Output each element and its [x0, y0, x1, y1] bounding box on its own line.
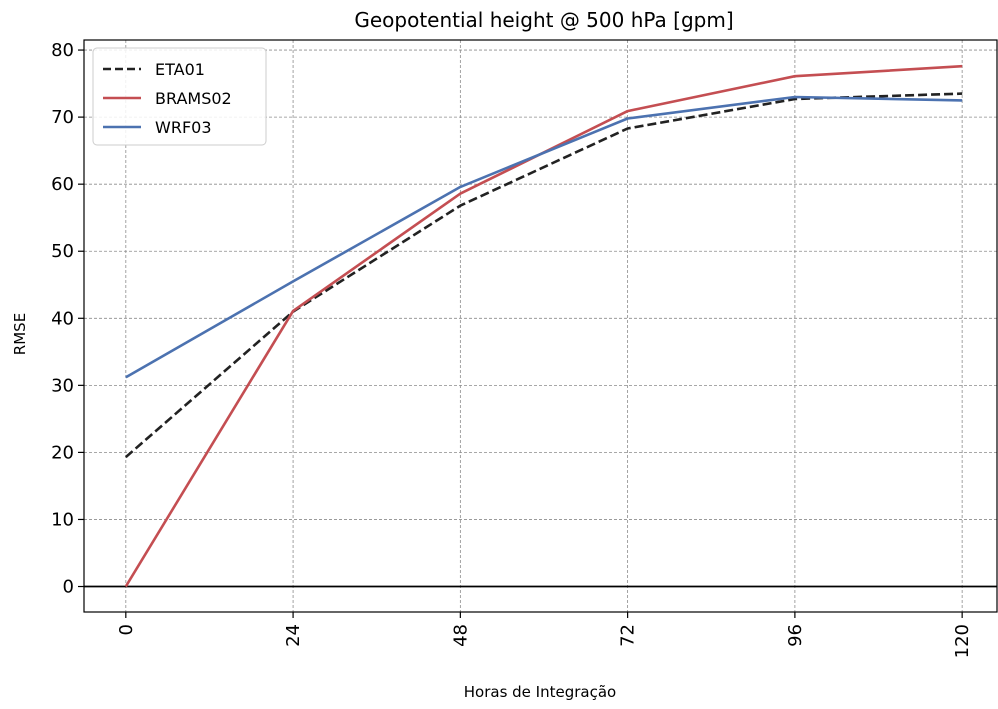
- x-tick-label: 24: [283, 624, 304, 647]
- chart-title: Geopotential height @ 500 hPa [gpm]: [354, 8, 733, 32]
- x-axis-ticks: 0 24 48 72 96 120: [116, 612, 973, 658]
- plot-frame: [83, 39, 998, 613]
- y-tick-label: 50: [51, 241, 74, 262]
- y-axis-ticks: 0 10 20 30 40 50 60 70 80: [51, 40, 84, 598]
- legend-label-brams02: BRAMS02: [155, 89, 232, 108]
- x-axis-label: Horas de Integração: [464, 683, 616, 701]
- series-line-wrf03: [125, 95, 963, 379]
- x-tick-label: 48: [450, 624, 471, 647]
- legend-box: [92, 47, 267, 146]
- y-tick-label: 10: [51, 509, 74, 530]
- y-tick-label: 30: [51, 375, 74, 396]
- series-lines: [124, 64, 963, 588]
- x-tick-label: 72: [618, 624, 639, 647]
- x-tick-label: 120: [952, 624, 973, 658]
- y-tick-label: 0: [63, 577, 74, 598]
- legend: ETA01 BRAMS02 WRF03: [92, 47, 267, 146]
- y-tick-label: 80: [51, 40, 74, 61]
- legend-label-wrf03: WRF03: [155, 118, 212, 137]
- y-tick-label: 60: [51, 174, 74, 195]
- legend-label-eta01: ETA01: [155, 60, 205, 79]
- y-tick-label: 20: [51, 442, 74, 463]
- y-axis-label: RMSE: [11, 313, 29, 355]
- y-tick-label: 40: [51, 308, 74, 329]
- y-tick-label: 70: [51, 107, 74, 128]
- series-line-eta01: [124, 92, 963, 459]
- grid-lines: [84, 40, 997, 612]
- x-tick-label: 96: [785, 624, 806, 647]
- x-tick-label: 0: [116, 624, 137, 635]
